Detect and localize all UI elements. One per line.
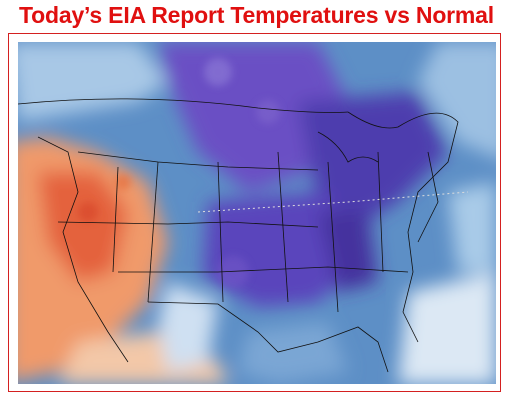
temperature-map <box>18 42 496 384</box>
freezing-line <box>197 191 469 213</box>
anomaly-field <box>18 42 496 384</box>
title: Today’s EIA Report Temperatures vs Norma… <box>19 2 494 28</box>
boundaries <box>18 98 459 373</box>
frame <box>8 33 501 392</box>
